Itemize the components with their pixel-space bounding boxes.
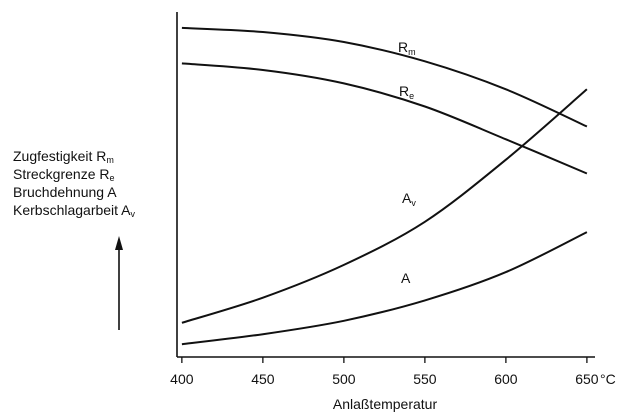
series-curve-rm [181,26,588,128]
x-tick-label: 400 [170,371,194,387]
y-label-impact-energy: Kerbschlagarbeit Av [13,201,135,223]
x-tick-label: 450 [251,371,275,387]
series-label-av: Av [402,190,416,208]
y-label-text: Bruchdehnung A [13,184,117,200]
up-arrow-icon [115,236,123,250]
y-label-tensile-strength: Zugfestigkeit Rm [13,147,114,169]
series-label-re: Re [399,83,414,101]
x-tick-label: 500 [332,371,356,387]
y-label-sub: e [109,173,115,183]
x-tick-label: 550 [413,371,437,387]
series-labels: Rm Re Av A [398,39,416,286]
y-label-yield-strength: Streckgrenze Re [13,165,115,187]
y-label-sub: v [130,209,136,219]
y-label-elongation: Bruchdehnung A [13,183,117,201]
x-tick-label: 600 [494,371,518,387]
series-curve-re [181,62,588,175]
y-label-sub: m [106,155,114,165]
y-label-text: Zugfestigkeit R [13,148,107,164]
y-label-text: Kerbschlagarbeit A [13,202,131,218]
series-label-rm: Rm [398,39,416,57]
y-label-text: Streckgrenze R [13,166,110,182]
series-curves [181,26,588,346]
x-tick-label: 650 [575,371,599,387]
x-ticks: 400 450 500 550 600 650 [170,357,599,387]
series-curve-av [181,88,588,324]
x-unit-label: °C [600,371,616,387]
series-label-a: A [401,270,411,286]
x-axis-label: Anlaßtemperatur [333,396,438,412]
series-curve-a [181,231,588,346]
